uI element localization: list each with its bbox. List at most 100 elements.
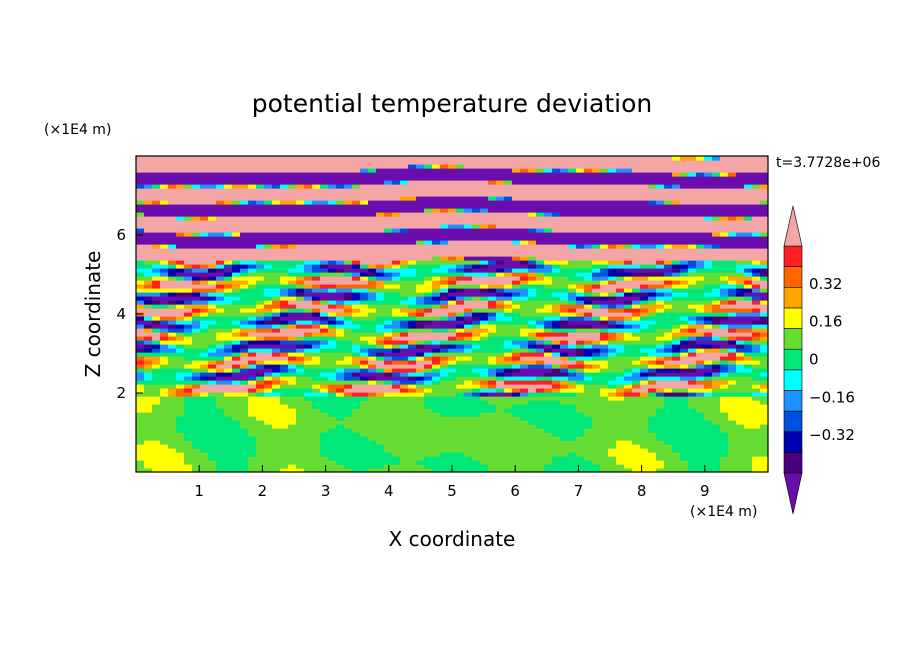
contour-cell — [136, 456, 145, 461]
contour-cell — [240, 312, 249, 317]
contour-cell — [376, 264, 385, 269]
contour-cell — [728, 416, 737, 421]
contour-cell — [656, 268, 665, 273]
contour-cell — [344, 368, 353, 373]
contour-cell — [184, 404, 193, 409]
contour-cell — [240, 340, 249, 345]
contour-cell — [288, 380, 297, 385]
contour-cell — [680, 356, 689, 361]
contour-cell — [224, 288, 233, 293]
contour-cell — [160, 216, 169, 221]
contour-cell — [472, 424, 481, 429]
contour-cell — [472, 340, 481, 345]
contour-cell — [520, 356, 529, 361]
contour-cell — [232, 232, 241, 237]
contour-cell — [552, 400, 561, 405]
contour-cell — [512, 380, 521, 385]
contour-cell — [552, 312, 561, 317]
contour-cell — [440, 344, 449, 349]
contour-cell — [432, 272, 441, 277]
contour-cell — [256, 404, 265, 409]
contour-cell — [448, 420, 457, 425]
contour-cell — [728, 276, 737, 281]
contour-cell — [408, 460, 417, 465]
contour-cell — [432, 280, 441, 285]
contour-cell — [704, 304, 713, 309]
contour-cell — [448, 288, 457, 293]
contour-cell — [688, 364, 697, 369]
contour-cell — [600, 264, 609, 269]
contour-cell — [240, 440, 249, 445]
contour-cell — [184, 348, 193, 353]
contour-cell — [184, 412, 193, 417]
contour-cell — [480, 428, 489, 433]
contour-cell — [528, 300, 537, 305]
contour-cell — [592, 272, 601, 277]
contour-cell — [232, 220, 241, 225]
contour-cell — [160, 228, 169, 233]
contour-cell — [688, 260, 697, 265]
contour-cell — [432, 440, 441, 445]
contour-cell — [488, 260, 497, 265]
contour-cell — [592, 268, 601, 273]
contour-cell — [312, 416, 321, 421]
contour-cell — [640, 268, 649, 273]
contour-cell — [656, 256, 665, 261]
contour-cell — [200, 272, 209, 277]
contour-cell — [352, 424, 361, 429]
contour-cell — [344, 280, 353, 285]
contour-cell — [480, 368, 489, 373]
contour-cell — [664, 324, 673, 329]
contour-cell — [256, 332, 265, 337]
contour-cell — [400, 348, 409, 353]
contour-cell — [448, 448, 457, 453]
contour-cell — [248, 232, 257, 237]
contour-cell — [368, 292, 377, 297]
contour-cell — [224, 308, 233, 313]
contour-cell — [760, 260, 768, 265]
contour-cell — [624, 224, 633, 229]
contour-cell — [464, 312, 473, 317]
contour-cell — [368, 304, 377, 309]
contour-cell — [152, 340, 161, 345]
contour-cell — [712, 300, 721, 305]
contour-cell — [336, 388, 345, 393]
contour-cell — [288, 220, 297, 225]
contour-cell — [704, 332, 713, 337]
contour-cell — [152, 256, 161, 261]
contour-cell — [360, 356, 369, 361]
contour-cell — [304, 248, 313, 253]
contour-cell — [216, 224, 225, 229]
contour-cell — [256, 420, 265, 425]
contour-cell — [712, 368, 721, 373]
contour-cell — [496, 304, 505, 309]
contour-cell — [208, 228, 217, 233]
contour-cell — [672, 444, 681, 449]
contour-cell — [504, 248, 513, 253]
contour-cell — [688, 408, 697, 413]
contour-cell — [616, 452, 625, 457]
contour-cell — [504, 296, 513, 301]
contour-cell — [216, 408, 225, 413]
contour-cell — [688, 456, 697, 461]
contour-cell — [440, 352, 449, 357]
contour-cell — [432, 240, 441, 245]
contour-cell — [384, 348, 393, 353]
contour-cell — [392, 224, 401, 229]
contour-cell — [336, 312, 345, 317]
contour-cell — [480, 308, 489, 313]
contour-cell — [688, 292, 697, 297]
contour-cell — [504, 236, 513, 241]
contour-cell — [616, 244, 625, 249]
contour-cell — [176, 328, 185, 333]
contour-cell — [376, 288, 385, 293]
contour-cell — [520, 460, 529, 465]
contour-cell — [328, 400, 337, 405]
contour-cell — [496, 332, 505, 337]
contour-cell — [368, 332, 377, 337]
contour-cell — [168, 396, 177, 401]
contour-cell — [184, 428, 193, 433]
contour-cell — [144, 444, 153, 449]
contour-cell — [472, 380, 481, 385]
contour-cell — [720, 304, 729, 309]
